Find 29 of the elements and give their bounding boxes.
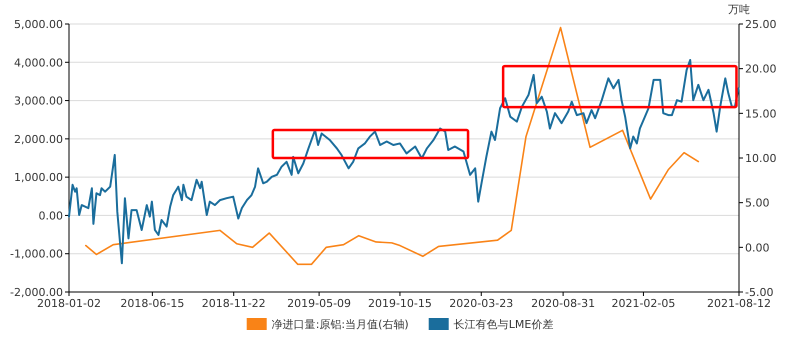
y-tick-label: 0.00 [38,209,63,222]
y2-tick-label: 10.00 [745,152,776,165]
x-tick-label: 2018-06-15 [120,297,184,310]
line-series [84,26,700,266]
x-tick-label: 2021-08-12 [707,297,771,310]
y2-tick-label: 15.00 [745,107,776,120]
legend-label: 长江有色与LME价差 [454,318,554,331]
y2-tick-label: 5.00 [745,196,770,210]
y2-tick-label: 20.00 [745,62,776,76]
y-tick-label: 1,000.00 [14,171,63,184]
y-tick-label: -2,000.00 [10,286,63,299]
y-tick-label: 5,000.00 [14,18,63,31]
x-tick-label: 2018-11-22 [202,297,266,310]
legend-label: 净进口量:原铝:当月值(右轴) [272,318,409,331]
y2-tick-label: 0.00 [745,241,770,254]
y-tick-label: 2,000.00 [14,132,63,146]
y-tick-label: 3,000.00 [14,94,63,108]
y2-tick-label: -5.00 [745,286,774,299]
x-tick-label: 2019-10-15 [368,297,432,310]
x-tick-label: 2018-01-02 [37,297,101,310]
x-tick-label: 2020-03-23 [449,297,514,310]
y-tick-label: -1,000.00 [10,248,63,261]
x-tick-label: 2020-08-31 [531,297,596,310]
y-tick-label: 4,000.00 [14,56,63,70]
y2-tick-label: 25.00 [745,18,776,31]
y2-axis-title: 万吨 [728,3,750,16]
x-tick-label: 2021-02-05 [611,297,676,310]
line-series [68,58,740,264]
x-tick-label: 2019-05-09 [287,297,352,310]
